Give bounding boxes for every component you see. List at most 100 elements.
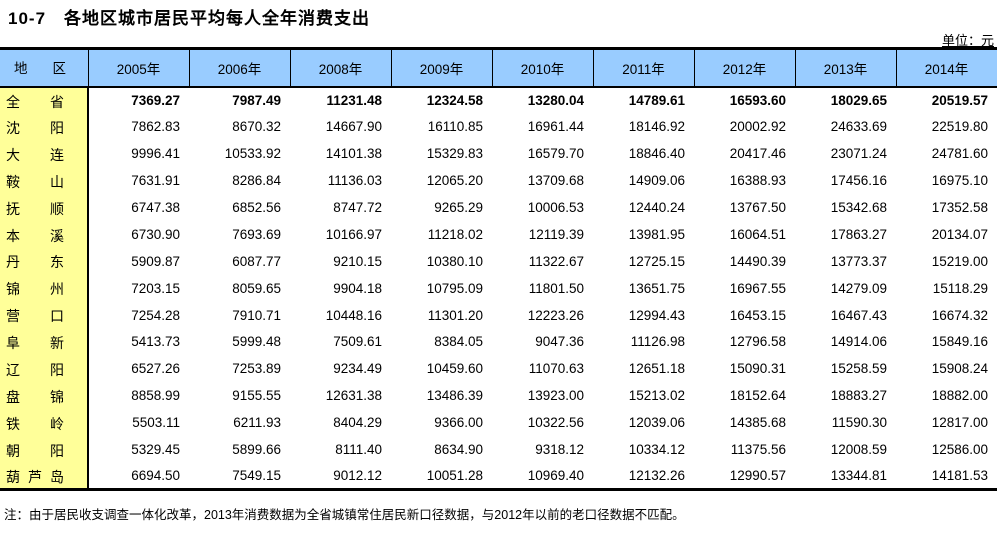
value-cell: 16388.93 [729,173,786,189]
value-cell: 11231.48 [326,92,382,108]
value-cell: 15213.02 [628,388,685,404]
table-header-row: 地区 2005年 2006年 2008年 2009年 2010年 2011年 2012年 20… [0,48,997,88]
value-cell: 10380.10 [426,253,483,269]
value-cell: 9047.36 [535,334,584,350]
table-row: 营口 7254.28 7910.71 10448.16 11301.20 12223.26… [0,301,997,329]
value-cell: 10969.40 [527,468,584,484]
value-cell: 15849.16 [931,334,988,350]
value-cell: 15090.31 [729,361,786,377]
value-cell: 11590.30 [831,415,887,431]
value-cell: 16967.55 [729,280,786,296]
region-label: 辽阳 [0,355,89,383]
value-cell: 8404.29 [333,415,382,431]
region-label-text: 葫芦岛 [6,468,64,485]
value-cell: 6527.26 [131,361,180,377]
value-cell: 5999.48 [232,334,281,350]
value-cell: 7509.61 [333,334,382,350]
value-cell: 24781.60 [931,146,988,162]
value-cell: 12008.59 [830,442,887,458]
value-cell: 11301.20 [427,307,483,323]
value-cell: 10051.28 [426,468,483,484]
value-cell: 9904.18 [333,280,382,296]
value-cell: 13651.75 [628,280,685,296]
value-cell: 18152.64 [729,388,786,404]
region-label-text: 本溪 [6,227,64,244]
value-cell: 15908.24 [931,361,988,377]
value-cell: 16975.10 [931,173,988,189]
value-cell: 8059.65 [232,280,281,296]
value-cell: 17456.16 [830,173,887,189]
region-label-text: 大连 [6,146,64,163]
value-cell: 16064.51 [729,226,786,242]
region-label: 朝阳 [0,436,89,463]
column-header-year: 2012年 [693,48,795,88]
value-cell: 13923.00 [527,388,584,404]
region-label: 抚顺 [0,194,89,221]
value-cell: 16467.43 [830,307,887,323]
value-cell: 14789.61 [628,92,685,108]
region-label-text: 辽阳 [6,362,64,378]
region-label-text: 阜新 [6,335,64,352]
value-cell: 10533.92 [224,146,281,162]
value-cell: 14490.39 [729,253,786,269]
value-cell: 10006.53 [527,200,584,215]
value-cell: 12440.24 [628,200,685,215]
column-header-year: 2010年 [491,48,593,88]
value-cell: 11801.50 [528,280,584,296]
region-label-text: 铁岭 [6,415,64,432]
value-cell: 16961.44 [527,119,584,135]
value-cell: 7987.49 [232,92,281,108]
region-label: 锦州 [0,274,89,302]
value-cell: 20134.07 [931,226,988,242]
value-cell: 16110.85 [427,119,483,135]
table-row: 阜新 5413.73 5999.48 7509.61 8384.05 9047.36 111… [0,328,997,356]
value-cell: 14385.68 [729,415,786,431]
table-row: 铁岭 5503.11 6211.93 8404.29 9366.00 10322.56 12… [0,409,997,437]
region-label-text: 朝阳 [6,442,64,459]
value-cell: 14181.53 [931,468,988,484]
column-header-year: 2006年 [188,48,290,88]
region-label-text: 抚顺 [6,200,64,217]
value-cell: 5503.11 [132,415,180,431]
value-cell: 9366.00 [434,415,483,431]
value-cell: 12817.00 [931,415,988,431]
table-row: 抚顺 6747.38 6852.56 8747.72 9265.29 10006.53 12… [0,194,997,221]
region-label-text: 丹东 [6,254,64,271]
value-cell: 7254.28 [131,307,180,323]
table-row: 朝阳 5329.45 5899.66 8111.40 8634.90 9318.12 103… [0,436,997,463]
value-cell: 5899.66 [232,442,281,458]
value-cell: 14667.90 [325,119,382,135]
value-cell: 14914.06 [830,334,887,350]
column-header-year: 2013年 [794,48,896,88]
region-label-text: 鞍山 [6,173,64,190]
value-cell: 15219.00 [931,253,988,269]
value-cell: 18029.65 [830,92,887,108]
value-cell: 15342.68 [830,200,887,215]
value-cell: 12324.58 [426,92,483,108]
value-cell: 13773.37 [830,253,887,269]
region-label-text: 盘锦 [6,388,64,405]
value-cell: 11218.02 [427,226,483,242]
value-cell: 20002.92 [729,119,786,135]
value-cell: 9210.15 [333,253,382,269]
region-label: 沈阳 [0,113,89,141]
value-cell: 16674.32 [931,307,988,323]
value-cell: 22519.80 [931,119,988,135]
value-cell: 11375.56 [730,442,786,458]
value-cell: 13486.39 [426,388,483,404]
value-cell: 12651.18 [628,361,685,377]
value-cell: 12990.57 [729,468,786,484]
value-cell: 8747.72 [333,200,382,215]
value-cell: 7549.15 [232,468,281,484]
value-cell: 13767.50 [729,200,786,215]
value-cell: 23071.24 [830,146,887,162]
value-cell: 12994.43 [628,307,685,323]
value-cell: 5413.73 [131,334,180,350]
value-cell: 11136.03 [327,173,382,189]
column-header-region: 地区 [0,48,88,88]
region-label-text: 营口 [6,308,64,325]
value-cell: 9234.49 [333,361,382,377]
value-cell: 7203.15 [131,280,180,296]
value-cell: 20417.46 [729,146,786,162]
value-cell: 9996.41 [131,146,180,162]
